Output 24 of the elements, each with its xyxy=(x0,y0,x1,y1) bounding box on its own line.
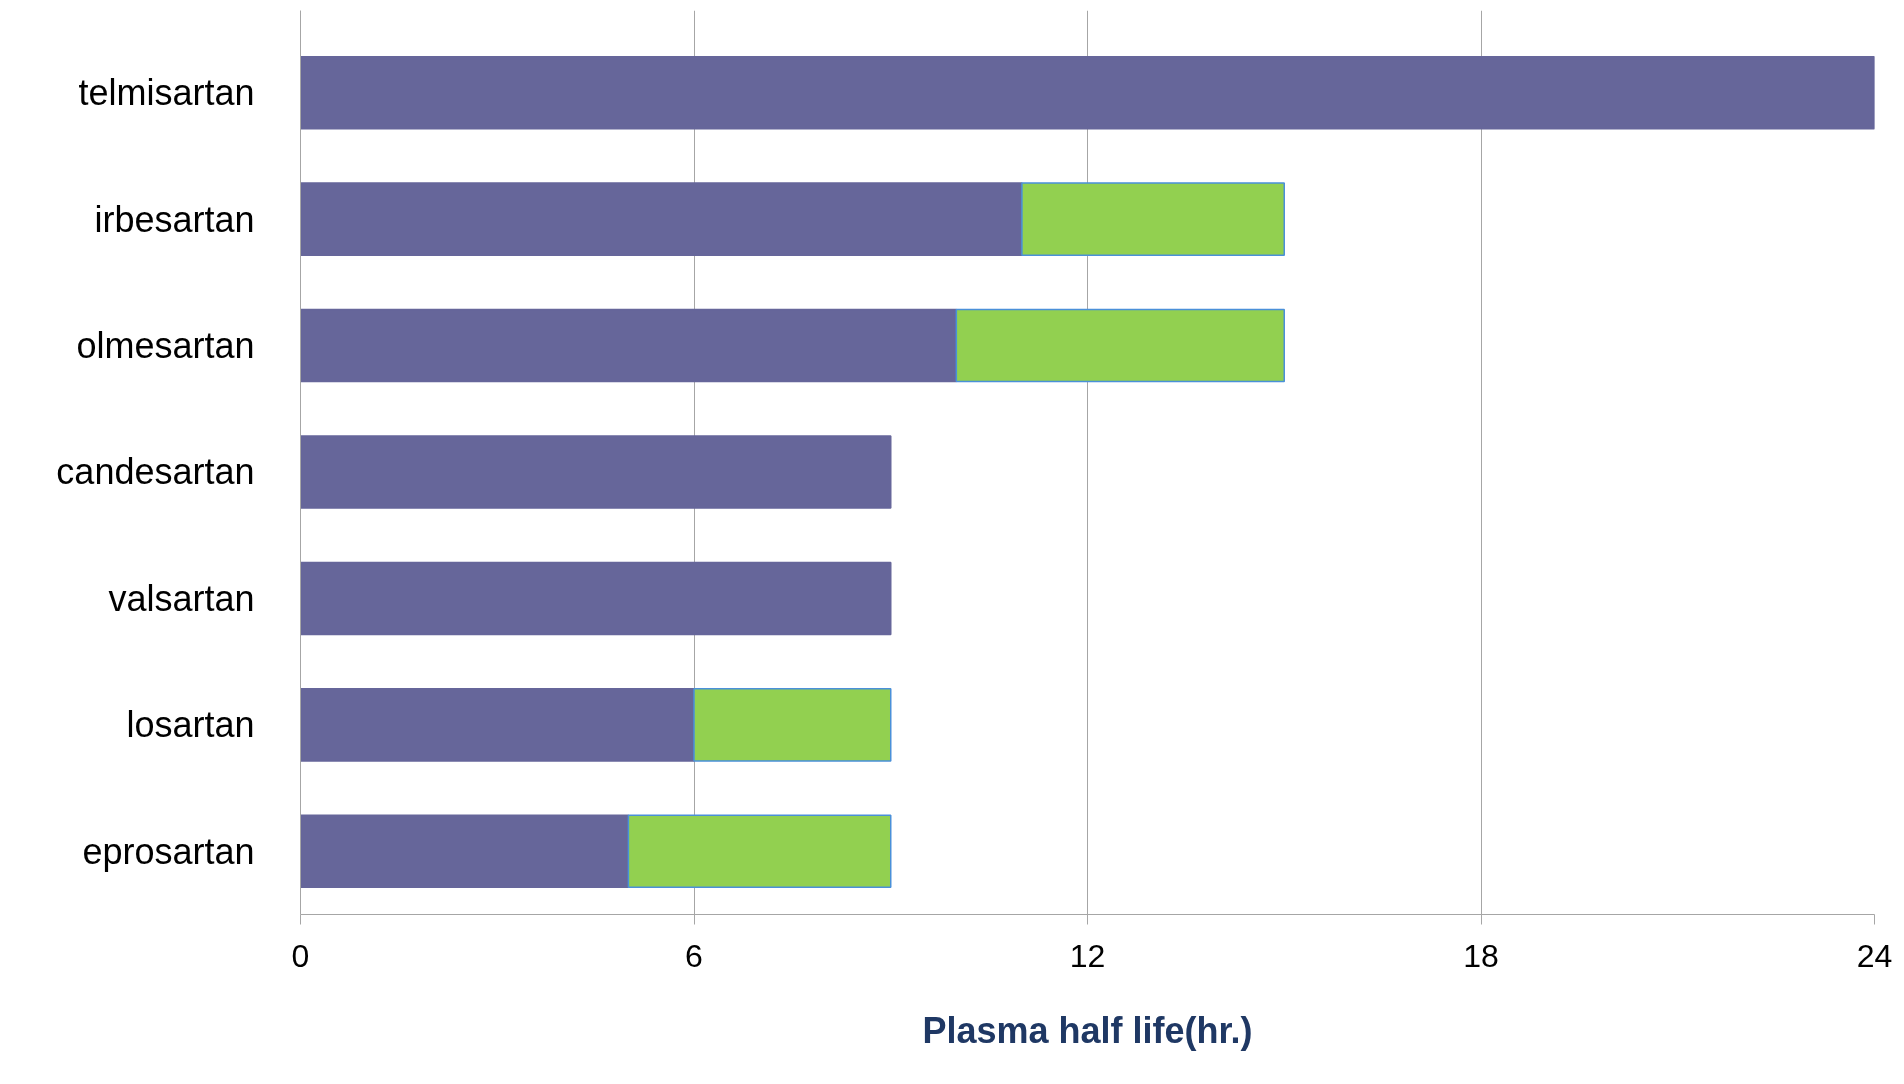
bar xyxy=(693,688,892,762)
x-tick-label: 6 xyxy=(685,937,703,974)
bar xyxy=(1021,182,1285,256)
bar xyxy=(300,435,892,509)
y-tick-label: irbesartan xyxy=(94,198,255,240)
y-tick-label: telmisartan xyxy=(78,72,255,114)
bar xyxy=(300,561,892,636)
x-tick-label: 24 xyxy=(1856,937,1893,974)
y-tick-label: olmesartan xyxy=(76,325,255,367)
x-tick-label: 12 xyxy=(1069,937,1106,974)
x-tick-label: 18 xyxy=(1463,937,1499,974)
bar xyxy=(300,182,1023,256)
bar xyxy=(300,688,695,762)
bar xyxy=(300,55,1875,130)
bar xyxy=(300,308,958,383)
bar xyxy=(955,308,1285,383)
y-tick-label: valsartan xyxy=(108,577,255,619)
bar xyxy=(300,814,630,889)
y-tick-label: candesartan xyxy=(56,451,255,493)
x-axis-title: Plasma half life(hr.) xyxy=(922,1009,1253,1051)
bar xyxy=(627,814,892,889)
y-tick-label: losartan xyxy=(126,704,255,746)
y-tick-label: eprosartan xyxy=(82,830,255,872)
x-tick-label: 0 xyxy=(291,937,310,974)
